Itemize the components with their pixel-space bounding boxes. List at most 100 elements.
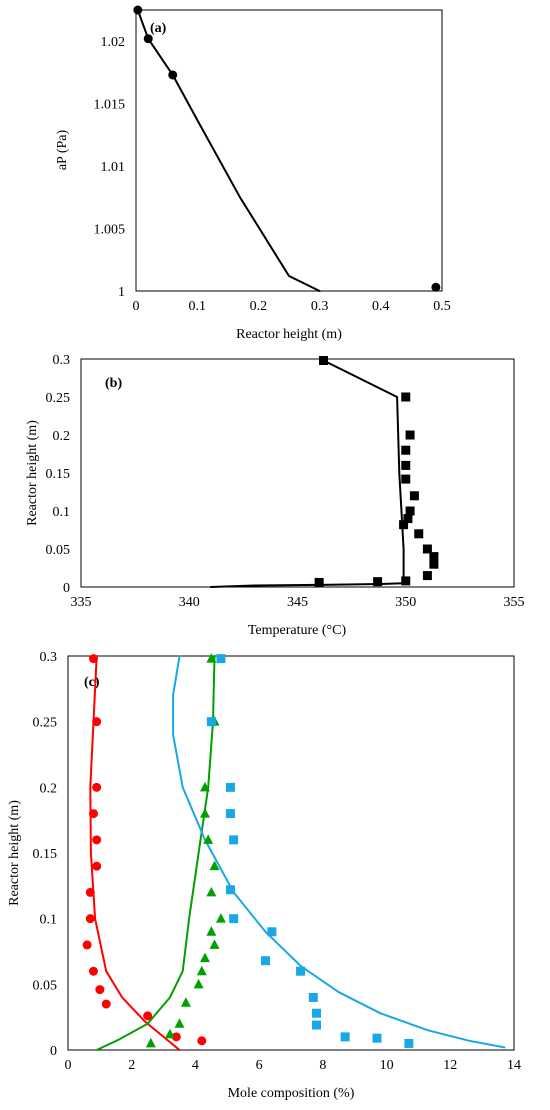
chart-c-panel-label: (c) (84, 675, 100, 690)
chart-b-data-point (314, 577, 324, 587)
chart-c-y-tick-label: 0.25 (33, 716, 58, 731)
chart-a-x-tick-label: 0.3 (311, 299, 329, 314)
chart-b-x-axis-label: Temperature (°C) (248, 623, 347, 638)
chart-c-data-point (85, 914, 95, 924)
chart-b-data-point (401, 460, 411, 470)
chart-a-y-tick-label: 1.005 (94, 223, 126, 238)
chart-c-data-point (101, 999, 111, 1009)
chart-c-data-point (85, 887, 95, 897)
chart-c-data-point (196, 965, 207, 976)
chart-c-data-point (308, 992, 318, 1002)
chart-c-series-line (172, 655, 506, 1049)
chart-c-x-tick-label: 4 (192, 1058, 199, 1073)
chart-a-x-axis-label: Reactor height (m) (236, 327, 342, 342)
chart-c-y-tick-label: 0 (50, 1044, 57, 1059)
chart-a-x-tick-label: 0.4 (372, 299, 390, 314)
chart-b-data-point (405, 430, 415, 440)
chart-a-y-tick-label: 1.015 (94, 98, 126, 113)
chart-b-panel-label: (b) (105, 376, 122, 391)
chart-c-data-point (225, 782, 235, 792)
chart-c-data-point (164, 1028, 175, 1039)
chart-c-x-tick-label: 8 (319, 1058, 326, 1073)
chart-c-data-point (215, 913, 226, 923)
chart-c-plot-area (67, 655, 515, 1051)
chart-c-data-point (404, 1038, 414, 1048)
chart-a-x-tick-label: 0 (133, 299, 140, 314)
chart-a-y-tick-label: 1.01 (101, 160, 126, 175)
chart-b-x-tick-label: 345 (287, 595, 308, 610)
chart-c-data-point (206, 717, 216, 727)
chart-c-data-point (229, 835, 239, 845)
chart-b-x-tick-label: 355 (504, 595, 525, 610)
chart-b-y-tick-label: 0 (63, 581, 70, 596)
chart-b-y-tick-label: 0.25 (46, 391, 71, 406)
chart-c-data-point (171, 1032, 181, 1042)
chart-c-x-tick-label: 6 (256, 1058, 263, 1073)
chart-a-x-tick-label: 0.2 (250, 299, 268, 314)
chart-c-x-tick-label: 2 (128, 1058, 135, 1073)
chart-b-y-tick-label: 0.05 (46, 543, 71, 558)
chart-c-y-tick-label: 0.2 (40, 781, 58, 796)
chart-a-y-tick-label: 1.02 (101, 35, 126, 50)
chart-c-data-point (216, 654, 226, 664)
chart-c-data-point (82, 940, 92, 950)
chart-c-data-point (180, 997, 191, 1007)
chart-c-series-line (95, 655, 216, 1051)
chart-b-plot-area (80, 358, 515, 588)
chart-c-y-tick-label: 0.3 (40, 650, 58, 665)
chart-c-x-tick-label: 10 (380, 1058, 394, 1073)
chart-c-series-line (89, 655, 181, 1051)
chart-b-x-tick-label: 350 (395, 595, 416, 610)
chart-b-x-tick-label: 340 (179, 595, 200, 610)
chart-c-data-point (340, 1032, 350, 1042)
chart-b: (b) 335 340 345 350 355 0 0.05 0.1 0.15 0.2 0.25 0.… (25, 353, 525, 638)
chart-a-series-line (136, 9, 321, 292)
chart-c-y-tick-label: 0.1 (40, 913, 58, 928)
chart-c-data-point (92, 861, 102, 871)
chart-a-data-point (133, 5, 143, 15)
chart-a-x-tick-label: 0.5 (433, 299, 451, 314)
chart-c-data-point (209, 860, 220, 871)
chart-b-data-point (373, 577, 383, 587)
chart-c-data-point (229, 914, 239, 924)
chart-b-y-tick-label: 0.1 (53, 505, 71, 520)
chart-b-y-tick-label: 0.3 (53, 353, 71, 368)
chart-c-x-axis-label: Mole composition (%) (228, 1086, 355, 1101)
chart-c-data-point (209, 939, 220, 949)
chart-a-data-point (143, 34, 153, 44)
chart-c-data-point (225, 809, 235, 819)
chart-b-data-point (422, 544, 432, 554)
chart-c-data-point (92, 717, 102, 727)
chart-b-data-point (401, 576, 411, 586)
chart-b-data-point (405, 506, 415, 516)
chart-b-data-point (409, 491, 419, 501)
chart-c-data-point (88, 966, 98, 976)
chart-b-series-line (209, 359, 405, 588)
chart-b-x-tick-label: 335 (71, 595, 92, 610)
chart-c-x-tick-label: 14 (507, 1058, 521, 1073)
chart-c-data-point (199, 952, 210, 963)
chart-c-data-point (174, 1018, 185, 1028)
chart-c-data-point (261, 956, 271, 966)
chart-c-y-axis-label: Reactor height (m) (7, 800, 22, 906)
chart-c-data-point (311, 1008, 321, 1018)
chart-a-y-tick-label: 1 (118, 285, 125, 300)
chart-b-data-point (401, 392, 411, 402)
chart-c-data-point (206, 926, 217, 936)
chart-b-y-tick-label: 0.2 (53, 429, 71, 444)
chart-a-plot-area (135, 9, 443, 292)
chart-b-data-point (403, 514, 413, 524)
chart-c-data-point (225, 885, 235, 895)
chart-c-data-point (311, 1020, 321, 1030)
chart-a-data-point (431, 282, 441, 292)
chart-a: (a) 0 0.1 0.2 0.3 0.4 0.511.0051.011.0151.02 … (55, 5, 451, 342)
chart-a-data-point (168, 70, 178, 80)
chart-c-data-point (143, 1011, 153, 1021)
chart-b-y-tick-label: 0.15 (46, 467, 71, 482)
chart-c-data-point (203, 834, 214, 844)
chart-c-data-point (199, 808, 210, 818)
chart-b-data-point (429, 552, 439, 562)
chart-a-panel-label: (a) (150, 21, 167, 36)
chart-c-data-point (372, 1033, 382, 1043)
